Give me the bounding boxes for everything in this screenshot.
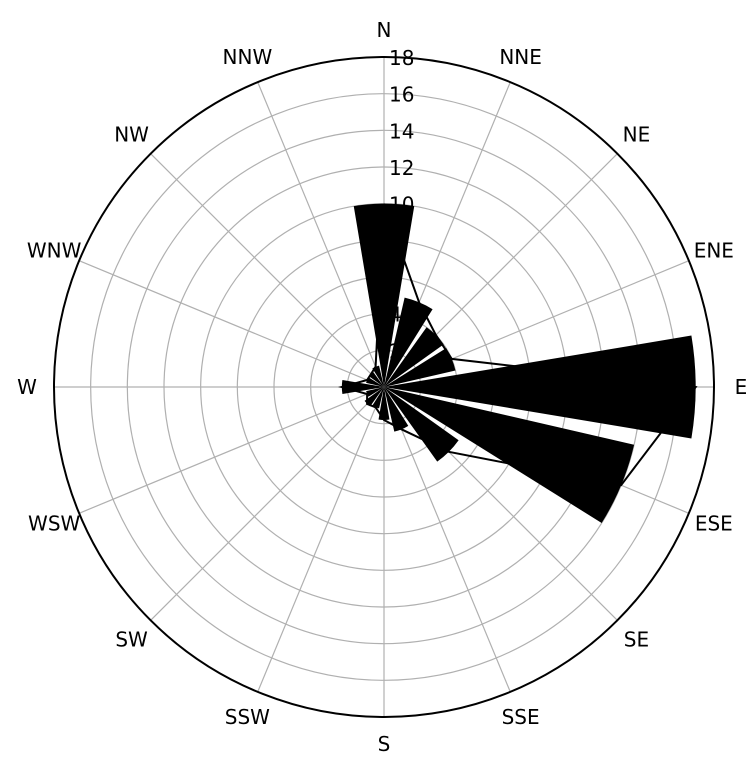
wind-wedge-nw	[369, 372, 384, 387]
direction-label-wsw: WSW	[28, 512, 80, 536]
wind-wedge-nne	[384, 297, 433, 387]
radial-tick-label: 4	[389, 303, 402, 327]
wind-wedge-n	[353, 203, 415, 387]
direction-label-ne: NE	[623, 123, 651, 147]
wind-wedge-wnw	[366, 377, 384, 387]
wind-outline	[338, 203, 698, 487]
wind-wedge-wsw	[366, 387, 384, 397]
direction-label-ene: ENE	[694, 238, 734, 262]
direction-label-ese: ESE	[695, 512, 733, 536]
polar-frame	[53, 56, 715, 718]
wind-wedge-ene	[384, 348, 456, 387]
direction-label-nw: NW	[114, 123, 149, 147]
radial-tick-label: 16	[389, 83, 414, 107]
direction-label-nnw: NNW	[223, 45, 273, 69]
angular-gridline	[383, 386, 511, 693]
radial-tick-labels: 2 4 6 8 10 12 14 16 18	[389, 46, 414, 363]
direction-label-se: SE	[624, 627, 649, 651]
direction-label-n: N	[377, 18, 392, 42]
direction-label-s: S	[378, 732, 391, 756]
direction-labels: N NNE NE ENE E ESE SE SSE S SSW SW WSW W WNW NW NNW	[17, 18, 747, 756]
angular-gridline	[257, 386, 385, 693]
direction-label-e: E	[735, 375, 748, 399]
wind-wedge-ssw	[372, 387, 384, 409]
angular-gridline	[257, 81, 385, 388]
wind-wedges	[341, 203, 696, 524]
angular-gridline	[78, 260, 385, 388]
wind-wedge-ne	[384, 327, 444, 387]
wind-wedge-e	[384, 335, 696, 439]
wind-wedge-sw	[364, 387, 384, 407]
direction-label-sw: SW	[115, 627, 148, 651]
direction-label-sse: SSE	[502, 705, 540, 729]
radial-tick-label: 14	[389, 119, 414, 143]
angular-gridline	[150, 386, 385, 621]
direction-label-ssw: SSW	[225, 705, 270, 729]
wind-wedge-se	[384, 387, 459, 462]
radial-tick-label: 10	[389, 193, 414, 217]
wind-wedge-s	[378, 387, 390, 421]
angular-gridline	[78, 386, 385, 514]
radial-tick-label: 6	[389, 266, 402, 290]
direction-label-nne: NNE	[499, 45, 542, 69]
radial-tick-label: 8	[389, 229, 402, 253]
direction-label-wnw: WNW	[27, 238, 82, 262]
angular-gridline	[150, 153, 385, 388]
radial-tick-label: 2	[389, 339, 402, 363]
wind-wedge-ese	[384, 387, 635, 524]
direction-label-w: W	[17, 375, 37, 399]
radial-tick-label: 12	[389, 156, 414, 180]
wind-wedge-nnw	[372, 365, 384, 387]
wind-wedge-sse	[384, 387, 409, 432]
radial-tick-label: 18	[389, 46, 414, 70]
